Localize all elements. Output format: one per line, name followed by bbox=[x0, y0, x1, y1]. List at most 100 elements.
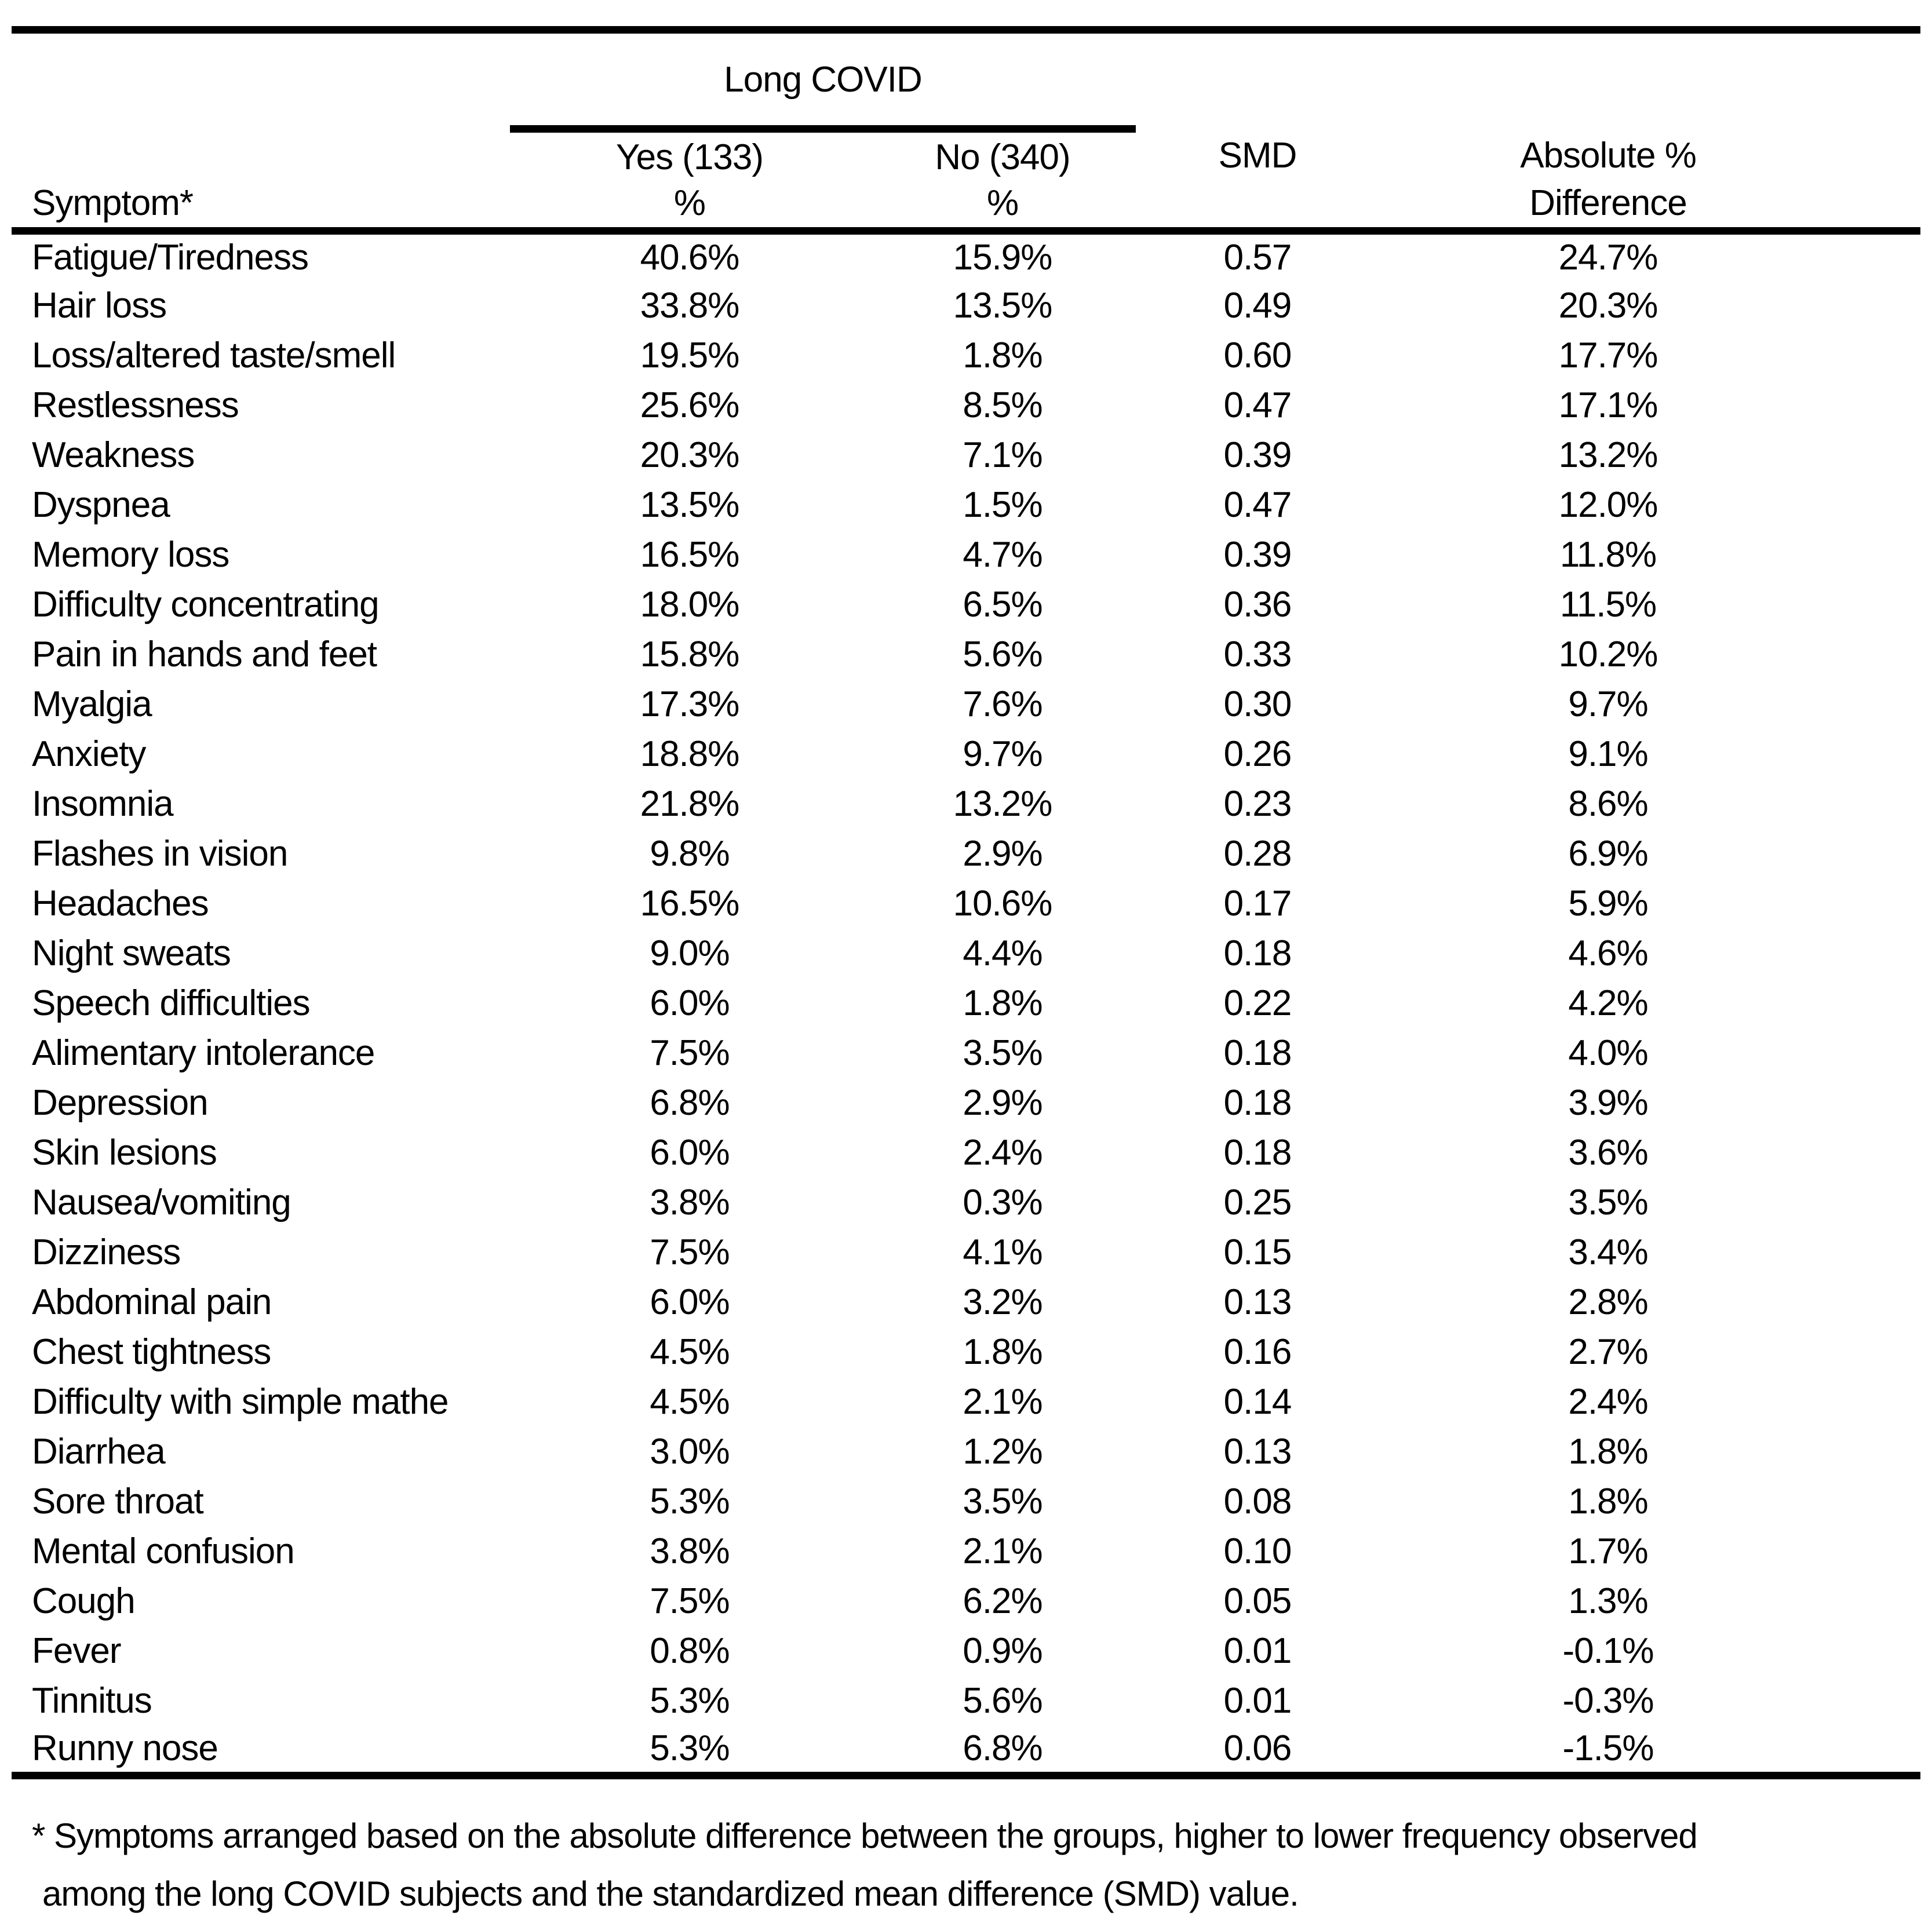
table-row: Mental confusion 3.8% 2.1% 0.10 1.7% bbox=[12, 1526, 1920, 1576]
empty-cell bbox=[1837, 1526, 1920, 1576]
cell-abs-diff: 13.2% bbox=[1558, 435, 1658, 475]
cell-abs-diff: 20.3% bbox=[1558, 285, 1658, 326]
cell-abs-diff: 3.4% bbox=[1568, 1232, 1648, 1272]
cell-yes-pct: 21.8% bbox=[640, 783, 740, 824]
cell-yes-pct: 4.5% bbox=[650, 1381, 730, 1422]
cell-yes-pct: 6.0% bbox=[650, 983, 730, 1023]
cell-smd: 0.30 bbox=[1223, 684, 1292, 724]
col-header-yes: Yes (133) bbox=[615, 137, 764, 178]
cell-no-pct: 4.1% bbox=[963, 1232, 1042, 1272]
cell-abs-diff: -0.1% bbox=[1562, 1630, 1654, 1671]
cell-smd: 0.13 bbox=[1223, 1431, 1292, 1472]
cell-symptom: Diarrhea bbox=[32, 1431, 166, 1472]
footnote: * Symptoms arranged based on the absolut… bbox=[12, 1807, 1920, 1923]
cell-smd: 0.18 bbox=[1223, 933, 1292, 973]
cell-smd: 0.28 bbox=[1223, 833, 1292, 874]
cell-smd: 0.16 bbox=[1223, 1331, 1292, 1372]
cell-no-pct: 3.2% bbox=[963, 1282, 1042, 1322]
empty-cell bbox=[1837, 30, 1920, 129]
cell-no-pct: 13.5% bbox=[953, 285, 1053, 326]
cell-symptom: Chest tightness bbox=[32, 1331, 271, 1372]
cell-abs-diff: 17.7% bbox=[1558, 335, 1658, 375]
cell-abs-diff: 11.8% bbox=[1559, 534, 1657, 575]
cell-symptom: Restlessness bbox=[32, 385, 239, 425]
empty-cell bbox=[1837, 1028, 1920, 1078]
empty-cell bbox=[1837, 330, 1920, 380]
empty-cell bbox=[1837, 1725, 1920, 1775]
col-header-yes-pct: % bbox=[510, 182, 869, 235]
cell-abs-diff: 2.8% bbox=[1568, 1282, 1648, 1322]
col-header-no: No (340) bbox=[935, 137, 1070, 178]
table-row: Cough 7.5% 6.2% 0.05 1.3% bbox=[12, 1576, 1920, 1626]
cell-symptom: Speech difficulties bbox=[32, 983, 311, 1023]
cell-yes-pct: 5.3% bbox=[650, 1680, 730, 1721]
cell-no-pct: 4.7% bbox=[963, 534, 1042, 575]
cell-yes-pct: 3.0% bbox=[650, 1431, 730, 1472]
cell-abs-diff: 6.9% bbox=[1568, 833, 1648, 874]
cell-no-pct: 10.6% bbox=[953, 883, 1053, 924]
cell-abs-diff: 1.8% bbox=[1568, 1431, 1648, 1472]
cell-abs-diff: 9.1% bbox=[1568, 734, 1648, 774]
cell-yes-pct: 5.3% bbox=[650, 1481, 730, 1521]
cell-smd: 0.49 bbox=[1223, 285, 1292, 326]
table-row: Difficulty with simple mathe 4.5% 2.1% 0… bbox=[12, 1377, 1920, 1426]
cell-no-pct: 2.1% bbox=[963, 1381, 1042, 1422]
empty-cell bbox=[1837, 878, 1920, 928]
cell-no-pct: 13.2% bbox=[953, 783, 1053, 824]
empty-cell bbox=[12, 129, 510, 183]
cell-symptom: Alimentary intolerance bbox=[32, 1032, 375, 1073]
cell-yes-pct: 33.8% bbox=[640, 285, 740, 326]
cell-no-pct: 5.6% bbox=[963, 634, 1042, 674]
table-row: Chest tightness 4.5% 1.8% 0.16 2.7% bbox=[12, 1327, 1920, 1377]
cell-smd: 0.26 bbox=[1223, 734, 1292, 774]
empty-cell bbox=[1837, 380, 1920, 430]
cell-abs-diff: 5.9% bbox=[1568, 883, 1648, 924]
cell-yes-pct: 40.6% bbox=[640, 237, 740, 278]
cell-no-pct: 1.2% bbox=[963, 1431, 1042, 1472]
cell-no-pct: 8.5% bbox=[963, 385, 1042, 425]
cell-no-pct: 3.5% bbox=[963, 1032, 1042, 1073]
cell-yes-pct: 5.3% bbox=[650, 1728, 730, 1769]
empty-cell bbox=[1837, 629, 1920, 679]
cell-symptom: Fever bbox=[32, 1630, 121, 1671]
empty-cell bbox=[1837, 1476, 1920, 1526]
cell-symptom: Abdominal pain bbox=[32, 1282, 272, 1322]
cell-yes-pct: 18.0% bbox=[640, 584, 740, 625]
cell-abs-diff: 2.4% bbox=[1568, 1381, 1648, 1422]
table-row: Alimentary intolerance 7.5% 3.5% 0.18 4.… bbox=[12, 1028, 1920, 1078]
empty-cell bbox=[1837, 579, 1920, 629]
cell-smd: 0.60 bbox=[1223, 335, 1292, 375]
cell-symptom: Hair loss bbox=[32, 285, 167, 326]
cell-yes-pct: 6.8% bbox=[650, 1082, 730, 1123]
cell-abs-diff: 3.6% bbox=[1568, 1132, 1648, 1173]
empty-cell bbox=[1837, 1377, 1920, 1426]
cell-abs-diff: 1.3% bbox=[1568, 1581, 1648, 1621]
empty-cell bbox=[1837, 480, 1920, 530]
cell-smd: 0.08 bbox=[1223, 1481, 1292, 1521]
cell-symptom: Skin lesions bbox=[32, 1132, 217, 1173]
cell-smd: 0.18 bbox=[1223, 1032, 1292, 1073]
cell-abs-diff: 1.7% bbox=[1568, 1531, 1648, 1571]
cell-abs-diff: 2.7% bbox=[1568, 1331, 1648, 1372]
cell-symptom: Runny nose bbox=[32, 1728, 218, 1769]
cell-abs-diff: -1.5% bbox=[1562, 1728, 1654, 1769]
cell-no-pct: 1.8% bbox=[963, 983, 1042, 1023]
table-row: Weakness 20.3% 7.1% 0.39 13.2% bbox=[12, 430, 1920, 480]
cell-no-pct: 9.7% bbox=[963, 734, 1042, 774]
cell-symptom: Myalgia bbox=[32, 684, 152, 724]
empty-cell bbox=[1136, 30, 1379, 129]
cell-no-pct: 1.5% bbox=[963, 484, 1042, 525]
cell-abs-diff: 3.9% bbox=[1568, 1082, 1648, 1123]
cell-no-pct: 6.8% bbox=[963, 1728, 1042, 1769]
empty-cell bbox=[1837, 1327, 1920, 1377]
cell-yes-pct: 20.3% bbox=[640, 435, 740, 475]
cell-smd: 0.10 bbox=[1223, 1531, 1292, 1571]
cell-smd: 0.39 bbox=[1223, 534, 1292, 575]
empty-cell bbox=[1136, 182, 1380, 235]
cell-smd: 0.57 bbox=[1223, 237, 1292, 278]
footnote-line-1: * Symptoms arranged based on the absolut… bbox=[32, 1816, 1698, 1855]
cell-yes-pct: 19.5% bbox=[640, 335, 740, 375]
cell-symptom: Headaches bbox=[32, 883, 209, 924]
cell-symptom: Weakness bbox=[32, 435, 195, 475]
